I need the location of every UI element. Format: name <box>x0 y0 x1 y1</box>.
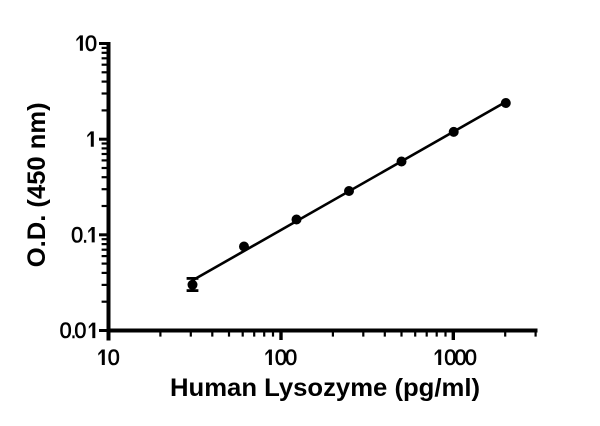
svg-text:0: 0 <box>60 318 72 343</box>
svg-text:0: 0 <box>455 345 467 370</box>
svg-text:0: 0 <box>465 345 477 370</box>
svg-text:.: . <box>83 222 88 247</box>
svg-text:0: 0 <box>108 345 120 370</box>
svg-text:0: 0 <box>285 345 297 370</box>
svg-text:0: 0 <box>444 345 456 370</box>
svg-text:0: 0 <box>74 318 86 343</box>
svg-text:0: 0 <box>275 345 287 370</box>
svg-text:.: . <box>71 318 76 343</box>
svg-text:0: 0 <box>71 222 83 247</box>
svg-text:O.D. (450 nm): O.D. (450 nm) <box>23 102 51 267</box>
svg-text:Human Lysozyme (pg/ml): Human Lysozyme (pg/ml) <box>170 374 480 402</box>
svg-text:0: 0 <box>85 31 97 56</box>
